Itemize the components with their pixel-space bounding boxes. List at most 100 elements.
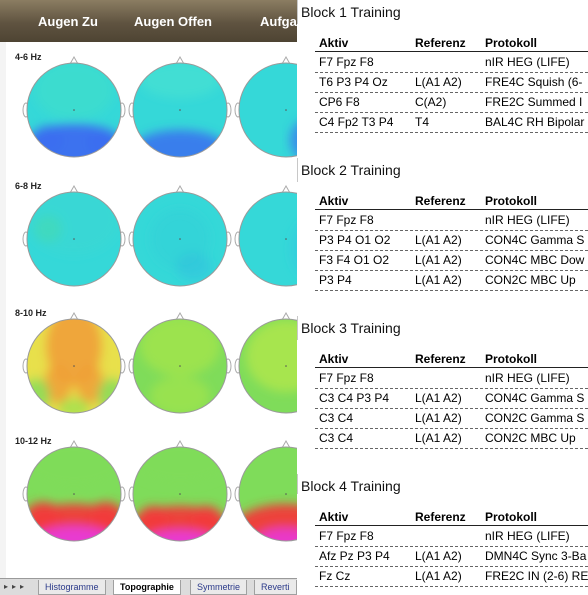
table-row[interactable]: Afz Pz P3 P4 L(A1 A2) DMN4C Sync 3-Ba <box>315 546 588 567</box>
header-referenz: Referenz <box>415 36 466 50</box>
table-row[interactable]: C3 C4 L(A1 A2) CON2C Gamma S <box>315 408 588 429</box>
cell-aktiv: C3 C4 <box>319 431 354 445</box>
cell-referenz: L(A1 A2) <box>415 431 462 445</box>
tab-topographie[interactable]: Topographie <box>113 580 181 595</box>
table-row[interactable]: F7 Fpz F8 nIR HEG (LIFE) <box>315 52 588 73</box>
cell-referenz: L(A1 A2) <box>415 273 462 287</box>
cell-protokoll: nIR HEG (LIFE) <box>485 55 570 69</box>
topography-head-map <box>124 50 236 162</box>
header-protokoll: Protokoll <box>485 36 538 50</box>
topography-head-map <box>124 306 236 418</box>
header-aktiv: Aktiv <box>319 36 349 50</box>
header-aktiv: Aktiv <box>319 352 349 366</box>
topography-head-map <box>230 434 297 546</box>
training-block-2: Block 2 Training Aktiv Referenz Protokoll F7… <box>297 158 588 316</box>
cell-protokoll: CON4C Gamma S <box>485 233 585 247</box>
block-divider <box>297 316 298 340</box>
cell-referenz: L(A1 A2) <box>415 569 462 583</box>
header-rule <box>315 51 588 52</box>
cell-aktiv: F7 Fpz F8 <box>319 529 374 543</box>
table-row[interactable]: C4 Fp2 T3 P4 T4 BAL4C RH Bipolar <box>315 112 588 133</box>
block-title: Block 1 Training <box>301 4 401 20</box>
header-aktiv: Aktiv <box>319 194 349 208</box>
first-sheet-icon[interactable]: ▸ <box>4 582 9 591</box>
header-protokoll: Protokoll <box>485 352 538 366</box>
column-augen-offen[interactable]: Augen Offen <box>134 14 212 29</box>
cell-protokoll: CON4C MBC Dow <box>485 253 585 267</box>
cell-referenz: T4 <box>415 115 430 129</box>
training-block-3: Block 3 Training Aktiv Referenz Protokoll F7… <box>297 316 588 474</box>
column-header-bar: Augen Zu Augen Offen Aufga <box>0 0 297 43</box>
header-referenz: Referenz <box>415 352 466 366</box>
table-row[interactable]: F7 Fpz F8 nIR HEG (LIFE) <box>315 210 588 231</box>
column-aufgabe[interactable]: Aufga <box>260 14 297 29</box>
band-label: 10-12 Hz <box>15 436 52 446</box>
block-divider <box>297 158 298 182</box>
header-rule <box>315 525 588 526</box>
cell-aktiv: F7 Fpz F8 <box>319 213 374 227</box>
topography-head-map <box>18 434 130 546</box>
header-protokoll: Protokoll <box>485 194 538 208</box>
cell-protokoll: nIR HEG (LIFE) <box>485 529 570 543</box>
cell-referenz: L(A1 A2) <box>415 549 462 563</box>
cell-aktiv: Fz Cz <box>319 569 351 583</box>
table-row[interactable]: P3 P4 O1 O2 L(A1 A2) CON4C Gamma S <box>315 230 588 251</box>
column-augen-zu[interactable]: Augen Zu <box>38 14 98 29</box>
next-sheet-icon[interactable]: ▸ <box>20 582 25 591</box>
cell-aktiv: T6 P3 P4 Oz <box>319 75 388 89</box>
topography-head-map <box>230 179 297 291</box>
table-row[interactable]: F7 Fpz F8 nIR HEG (LIFE) <box>315 368 588 389</box>
training-block-1: Block 1 Training Aktiv Referenz Protokoll F7… <box>297 0 588 158</box>
block-divider <box>297 474 298 494</box>
header-referenz: Referenz <box>415 510 466 524</box>
cell-protokoll: DMN4C Sync 3-Ba <box>485 549 587 563</box>
block-divider <box>297 0 298 24</box>
cell-protokoll: CON2C MBC Up <box>485 431 576 445</box>
cell-aktiv: F7 Fpz F8 <box>319 55 374 69</box>
cell-aktiv: P3 P4 O1 O2 <box>319 233 391 247</box>
table-row[interactable]: CP6 F8 C(A2) FRE2C Summed I <box>315 92 588 113</box>
cell-aktiv: C3 C4 P3 P4 <box>319 391 390 405</box>
cell-protokoll: BAL4C RH Bipolar <box>485 115 585 129</box>
cell-protokoll: FRE2C Summed I <box>485 95 583 109</box>
topography-head-map <box>124 434 236 546</box>
table-row[interactable]: C3 C4 P3 P4 L(A1 A2) CON4C Gamma S <box>315 388 588 409</box>
block-title: Block 4 Training <box>301 478 401 494</box>
sheet-tab-bar: ▸ ▸ ▸ Histogramme Topographie Symmetrie … <box>0 578 297 595</box>
table-row[interactable]: T6 P3 P4 Oz L(A1 A2) FRE4C Squish (6- <box>315 72 588 93</box>
prev-sheet-icon[interactable]: ▸ <box>12 582 17 591</box>
band-label: 4-6 Hz <box>15 52 42 62</box>
cell-aktiv: CP6 F8 <box>319 95 360 109</box>
header-rule <box>315 367 588 368</box>
cell-referenz: L(A1 A2) <box>415 75 462 89</box>
tab-symmetrie[interactable]: Symmetrie <box>190 580 248 595</box>
cell-aktiv: P3 P4 <box>319 273 352 287</box>
topography-head-map <box>18 179 130 291</box>
cell-aktiv: F3 F4 O1 O2 <box>319 253 390 267</box>
cell-protokoll: CON4C Gamma S <box>485 391 585 405</box>
cell-protokoll: nIR HEG (LIFE) <box>485 213 570 227</box>
cell-protokoll: FRE2C IN (2-6) RE <box>485 569 588 583</box>
topography-head-map <box>18 306 130 418</box>
tab-reverti[interactable]: Reverti <box>254 580 297 595</box>
cell-referenz: C(A2) <box>415 95 447 109</box>
band-label: 6-8 Hz <box>15 181 42 191</box>
training-block-4: Block 4 Training Aktiv Referenz Protokoll F7… <box>297 474 588 595</box>
table-row[interactable]: C3 C4 L(A1 A2) CON2C MBC Up <box>315 428 588 449</box>
topography-head-map <box>230 50 297 162</box>
table-row[interactable]: Fz Cz L(A1 A2) FRE2C IN (2-6) RE <box>315 566 588 587</box>
block-title: Block 3 Training <box>301 320 401 336</box>
training-blocks-panel: Block 1 Training Aktiv Referenz Protokoll F7… <box>297 0 588 595</box>
table-row[interactable]: P3 P4 L(A1 A2) CON2C MBC Up <box>315 270 588 291</box>
header-protokoll: Protokoll <box>485 510 538 524</box>
table-row[interactable]: F7 Fpz F8 nIR HEG (LIFE) <box>315 526 588 547</box>
cell-referenz: L(A1 A2) <box>415 233 462 247</box>
tab-histogramme[interactable]: Histogramme <box>38 580 106 595</box>
header-referenz: Referenz <box>415 194 466 208</box>
table-row[interactable]: F3 F4 O1 O2 L(A1 A2) CON4C MBC Dow <box>315 250 588 271</box>
cell-referenz: L(A1 A2) <box>415 391 462 405</box>
cell-protokoll: CON2C Gamma S <box>485 411 585 425</box>
cell-aktiv: C3 C4 <box>319 411 354 425</box>
cell-aktiv: F7 Fpz F8 <box>319 371 374 385</box>
topography-head-map <box>230 306 297 418</box>
